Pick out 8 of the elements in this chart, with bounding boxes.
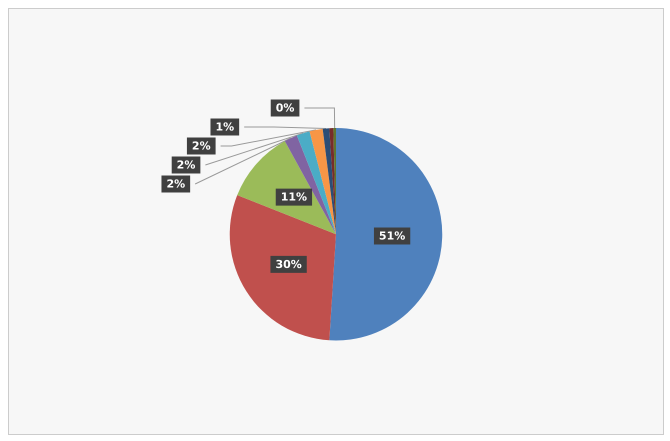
data-label: 51% xyxy=(378,230,406,243)
data-label: 2% xyxy=(176,158,196,172)
data-label: 11% xyxy=(280,190,308,204)
data-label: 30% xyxy=(275,258,302,271)
data-label: 1% xyxy=(215,120,234,134)
data-label: 2% xyxy=(192,140,211,153)
data-label: 0% xyxy=(276,102,294,115)
data-label: 2% xyxy=(166,178,186,191)
